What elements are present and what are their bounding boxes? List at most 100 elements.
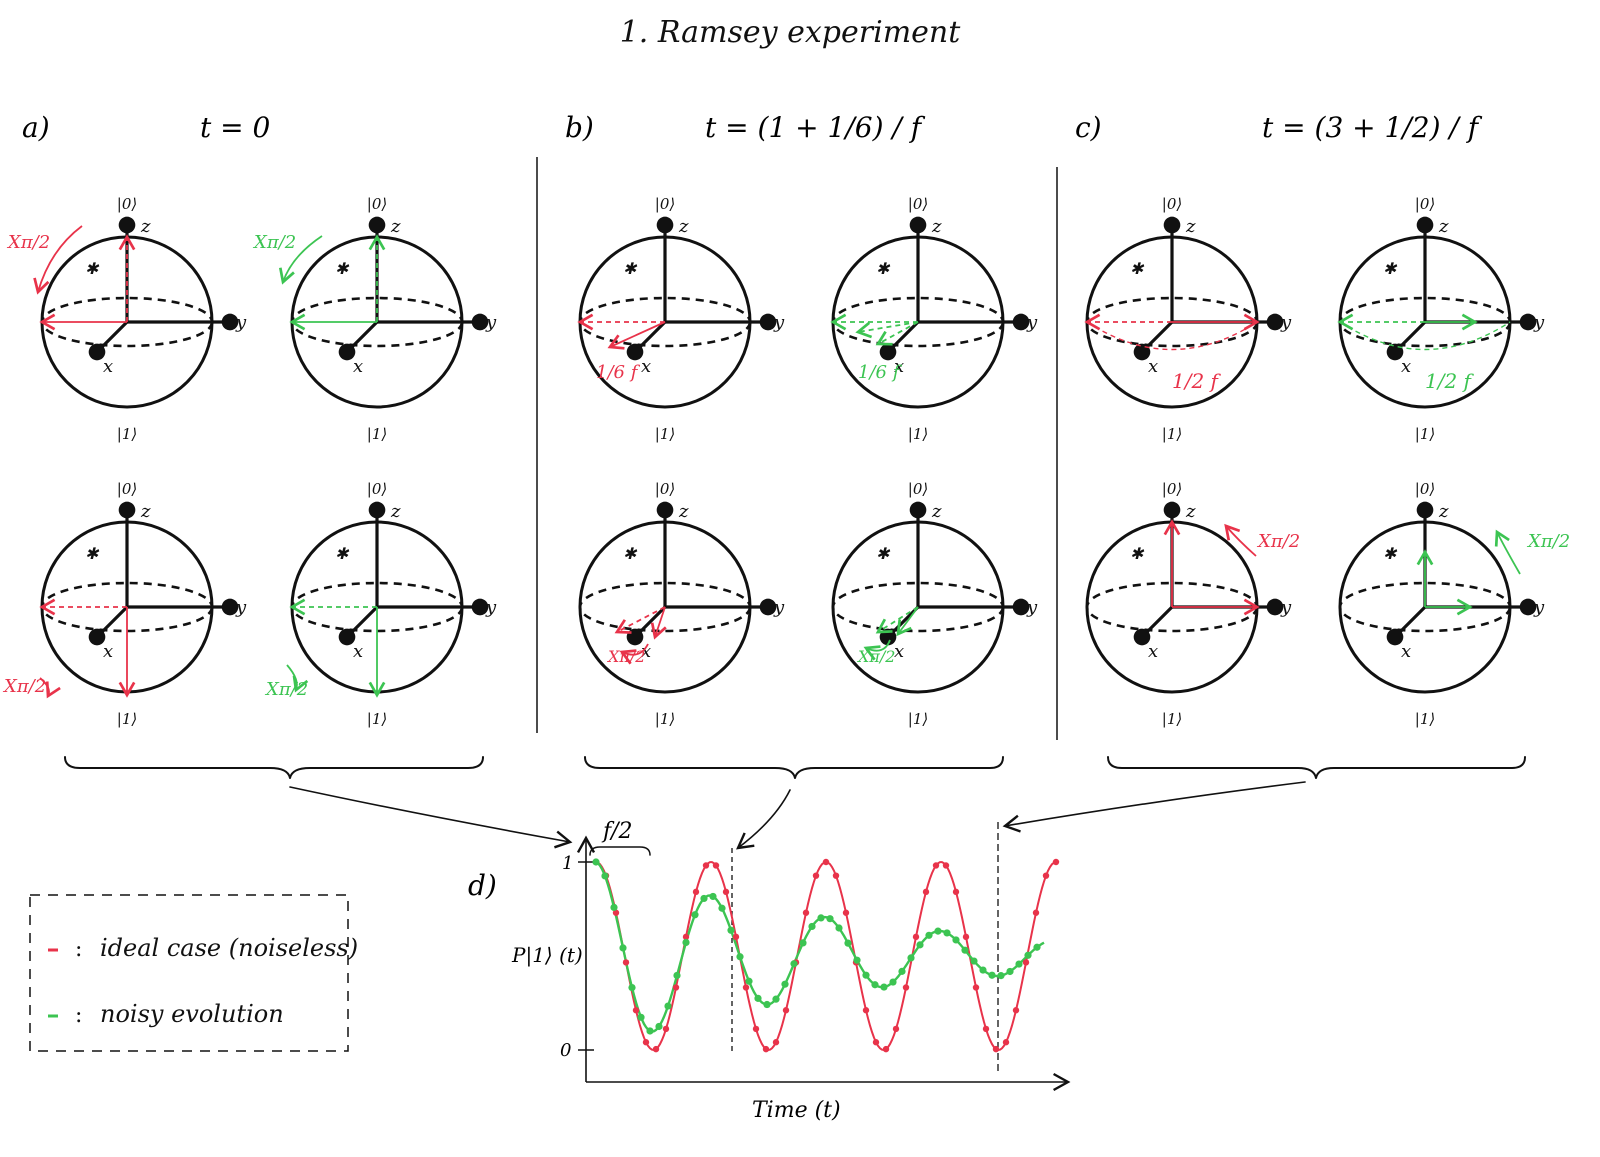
ideal-point [772,1039,780,1046]
x-axis [88,605,129,646]
state-vector [875,606,919,634]
plot-letter: d) [468,869,497,902]
noisy-point [772,995,780,1003]
ideal-point [822,858,830,866]
highlight-mark: ✱ [623,544,638,563]
ideal-point [932,862,940,869]
ideal-point [942,862,950,869]
noisy-point [691,911,699,919]
noisy-point [610,903,618,911]
ideal-point [642,1039,650,1046]
highlight-mark: ✱ [876,259,891,278]
noisy-point [673,971,681,980]
z-label: z [1185,501,1196,522]
state-vector [875,321,919,346]
y-label: y [773,312,785,333]
noisy-point [835,924,843,932]
period-bracket [589,846,651,856]
ideal-point [962,933,970,941]
noisy-point [646,1027,654,1035]
ideal-point [872,1039,880,1046]
bloch-sphere: ✱ |0⟩ |1⟩ z y x [577,195,785,443]
ideal-point [992,1045,1000,1053]
noisy-point [637,1013,645,1021]
y-label: y [485,312,497,333]
ideal-point [1042,872,1050,879]
noisy-point [844,939,852,947]
x-label: x [894,641,904,662]
noisy-point [853,956,861,964]
rotation-arrow [863,639,891,661]
phase-path [1086,321,1258,351]
panel-b-time: t = (1 + 1/6) / f [705,111,926,144]
noisy-point [601,872,609,880]
x-axis [338,605,379,646]
panel-a-header: a) t = 0 [22,111,270,144]
xpi2-note-a2-bottom: Xπ/2 [264,664,309,700]
noisy-point [889,978,897,986]
bloch-sphere: ✱ |0⟩ |1⟩ z y x [578,480,785,728]
ideal-point [782,1007,790,1014]
ideal-point [922,888,930,896]
z-label: z [1438,501,1449,522]
ket-one-label: |1⟩ [655,710,675,728]
pointer-arrow-c [1002,781,1306,833]
highlight-mark: ✱ [1130,259,1145,278]
noisy-point [961,946,969,954]
panel-letter-c: c) [1075,111,1102,144]
x-label: x [1148,356,1158,377]
ket-one-label: |1⟩ [1415,710,1435,728]
rotation-label: Xπ/2 [264,679,308,700]
ideal-point [672,984,680,991]
xpi2-note-b2-bottom: Xπ/2 [856,639,895,666]
noisy-point [790,960,798,968]
phase-path [1339,321,1511,351]
ideal-point [612,909,620,916]
y-label: y [1280,597,1292,618]
ket-one-label: |1⟩ [655,425,675,443]
ideal-point [812,872,820,879]
ideal-point [862,1007,870,1014]
tick-one-label: 1 [562,853,573,874]
ideal-point [982,1025,990,1033]
xpi2-note-c2-bottom: Xπ/2 [1494,529,1570,575]
ideal-point [732,933,740,941]
ket-zero-label: |0⟩ [908,195,928,213]
noisy-point [943,929,951,937]
x-label: x [641,356,651,377]
ideal-point [762,1045,770,1053]
ideal-point [972,984,980,991]
ket-zero-label: |0⟩ [117,480,137,498]
y-label: y [1026,312,1038,333]
legend: : ideal case (noiseless) : noisy evoluti… [29,894,358,1052]
noisy-point [898,967,906,975]
rotation-arrow [1224,523,1257,557]
z-label: z [390,501,401,522]
bloch-sphere: ✱ |0⟩ |1⟩ z y x [831,480,1038,728]
pointer-arrow-b [736,789,791,850]
y-label: y [1533,597,1545,618]
legend-label-noisy: noisy evolution [100,1000,284,1028]
x-label: x [1401,356,1411,377]
highlight-mark: ✱ [1383,259,1398,278]
ket-zero-label: |0⟩ [367,480,387,498]
noisy-point [709,892,717,901]
highlight-mark: ✱ [85,544,100,563]
noisy-point [727,926,735,934]
z-label: z [140,501,151,522]
ket-zero-label: |0⟩ [1162,480,1182,498]
ideal-point [1032,909,1040,916]
xpi2-note-b-bottom: Xπ/2 [606,643,649,666]
noisy-point [700,894,708,903]
ket-one-label: |1⟩ [1162,425,1182,443]
ideal-point [682,933,690,941]
noisy-point [655,1022,663,1031]
ket-zero-label: |0⟩ [1162,195,1182,213]
ket-zero-label: |0⟩ [117,195,137,213]
phase-label-c-green: 1/2 f [1425,369,1475,393]
y-label: y [1026,597,1038,618]
legend-box [29,894,349,1052]
x-axis [88,320,129,361]
noisy-point [763,1000,771,1009]
noisy-point [781,980,789,988]
